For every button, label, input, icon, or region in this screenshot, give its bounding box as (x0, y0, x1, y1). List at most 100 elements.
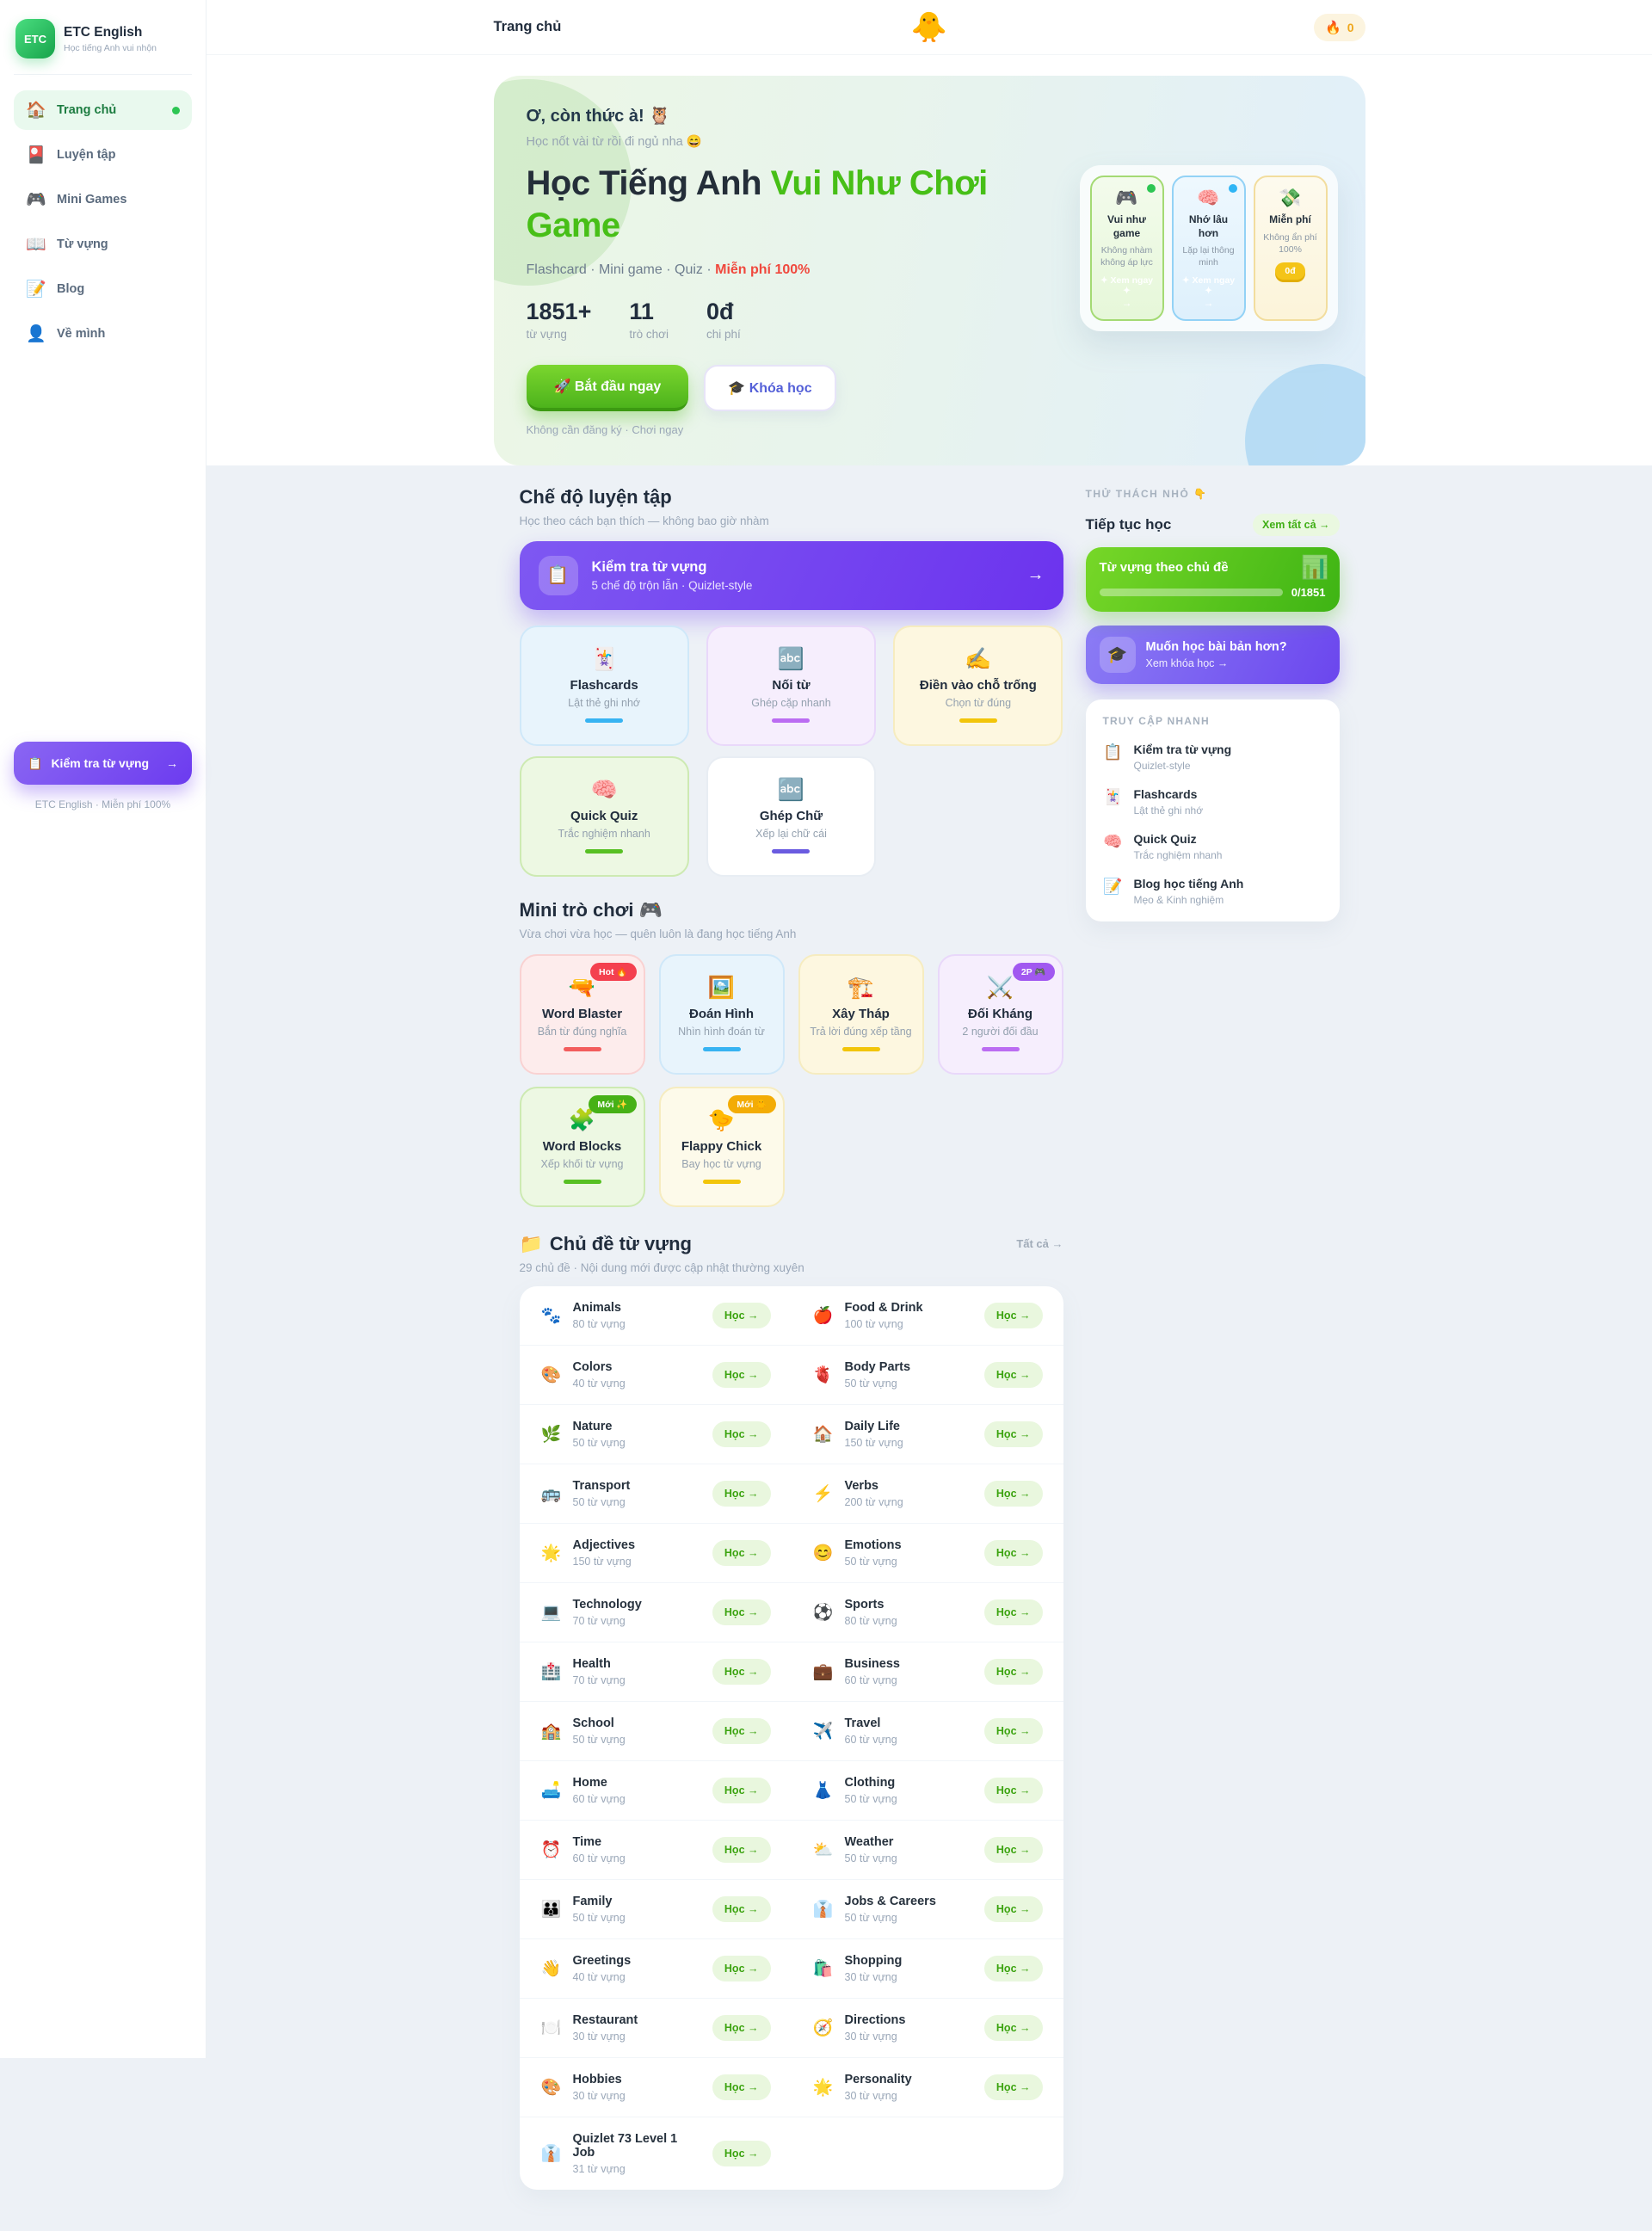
game-subtitle: Nhìn hình đoán từ (678, 1025, 765, 1038)
topic-name: Greetings (572, 1953, 632, 1968)
topic-row: ⏰ Time 60 từ vựng Học → (519, 1821, 792, 1880)
hero-title-dark: Học Tiếng Anh (526, 164, 771, 202)
practice-mode-card[interactable]: 🔤 Ghép Chữ Xếp lại chữ cái (706, 755, 877, 877)
practice-mode-card[interactable]: ✍️ Điền vào chỗ trống Chọn từ đúng (893, 625, 1063, 746)
progress-card[interactable]: Từ vựng theo chủ đề 📊 0/1851 (1085, 546, 1340, 612)
topic-icon: 👪 (540, 1900, 562, 1919)
topic-count: 60 từ vựng (572, 1852, 626, 1864)
learn-button[interactable]: Học → (983, 1658, 1043, 1685)
topic-icon: 🌟 (540, 1544, 562, 1562)
learn-button[interactable]: Học → (983, 1539, 1043, 1566)
nav-item-icon: 📝 (26, 280, 46, 299)
hero-stat: 0đ chi phí (706, 299, 741, 341)
hero-tagline: Flashcard · Mini game · Quiz · Miễn phí … (527, 262, 1060, 278)
challenge-eyebrow: THỬ THÁCH NHỎ 👇 (1085, 487, 1208, 500)
practice-mode-card[interactable]: 🔤 Nối từ Ghép cặp nhanh (706, 625, 877, 746)
learn-button[interactable]: Học → (712, 2140, 771, 2166)
sidebar-nav-item[interactable]: 🏠 Trang chủ (14, 90, 192, 130)
sidebar-nav-item[interactable]: 👤 Về mình (14, 314, 192, 354)
topic-icon: ⚽ (812, 1603, 834, 1622)
mini-game-card[interactable]: Hot 🔥 🔫 Word Blaster Bắn từ đúng nghĩa (519, 953, 645, 1075)
mini-game-card[interactable]: Mới 🐥 🐤 Flappy Chick Bay học từ vựng (658, 1086, 785, 1207)
learn-button[interactable]: Học → (712, 2014, 771, 2041)
topic-name: Business (844, 1656, 900, 1671)
topic-name: School (572, 1716, 614, 1730)
courses-button[interactable]: 🎓 Khóa học (704, 364, 836, 411)
learn-button[interactable]: Học → (983, 1421, 1043, 1447)
game-title: Đối Kháng (968, 1006, 1032, 1021)
streak-counter[interactable]: 🔥 0 (1314, 13, 1365, 41)
learn-button[interactable]: Học → (712, 1361, 771, 1388)
learn-button[interactable]: Học → (983, 1302, 1043, 1328)
quick-access-item[interactable]: 🧠 Quick Quiz Trắc nghiệm nhanh (1103, 832, 1322, 861)
course-promo-card[interactable]: 🎓 Muốn học bài bản hơn? Xem khóa học → (1085, 625, 1340, 684)
topic-name: Colors (572, 1359, 613, 1374)
arrow-right-icon: → (1026, 565, 1045, 585)
topic-name: Travel (844, 1716, 881, 1730)
learn-button[interactable]: Học → (712, 1955, 771, 1981)
topic-count: 50 từ vựng (844, 1792, 897, 1805)
topic-count: 150 từ vựng (572, 1555, 632, 1568)
clipboard-icon: 📋 (28, 755, 43, 770)
sidebar-vocab-test-button[interactable]: 📋 Kiểm tra từ vựng → (14, 742, 192, 785)
vocab-test-banner[interactable]: 📋 Kiểm tra từ vựng 5 chế độ trộn lẫn · Q… (519, 540, 1063, 610)
practice-mode-card[interactable]: 🃏 Flashcards Lật thẻ ghi nhớ (519, 625, 689, 746)
feature-subtitle: Không ẩn phí 100% (1263, 231, 1317, 255)
learn-button[interactable]: Học → (983, 1836, 1043, 1863)
quick-access-item[interactable]: 🃏 Flashcards Lật thẻ ghi nhớ (1103, 787, 1322, 817)
learn-button[interactable]: Học → (712, 1777, 771, 1803)
accent-bar (585, 718, 624, 723)
learn-button[interactable]: Học → (983, 1361, 1043, 1388)
topic-row: 🍽️ Restaurant 30 từ vựng Học → (519, 1999, 792, 2058)
learn-button[interactable]: Học → (983, 1955, 1043, 1981)
topic-icon: 👗 (812, 1781, 834, 1800)
learn-button[interactable]: Học → (712, 1836, 771, 1863)
practice-mode-card[interactable]: 🧠 Quick Quiz Trắc nghiệm nhanh (519, 755, 689, 877)
learn-button[interactable]: Học → (712, 1539, 771, 1566)
quick-access-item[interactable]: 📋 Kiểm tra từ vựng Quizlet-style (1103, 743, 1322, 772)
mini-game-card[interactable]: 🖼️ Đoán Hình Nhìn hình đoán từ (658, 953, 785, 1075)
sidebar-nav-item[interactable]: 📝 Blog (14, 269, 192, 309)
topic-count: 80 từ vựng (572, 1317, 626, 1330)
topics-see-all-link[interactable]: Tất cả → (1016, 1237, 1063, 1251)
learn-button[interactable]: Học → (712, 1658, 771, 1685)
mode-icon: ✍️ (965, 646, 992, 671)
learn-button[interactable]: Học → (712, 1717, 771, 1744)
quick-access-label: TRUY CẬP NHANH (1102, 714, 1210, 727)
hero-feature-card[interactable]: 💸 Miễn phí Không ẩn phí 100% 0đ (1253, 176, 1328, 321)
mini-game-card[interactable]: 2P 🎮 ⚔️ Đối Kháng 2 người đối đầu (937, 953, 1063, 1075)
start-now-button[interactable]: 🚀 Bắt đầu ngay (526, 364, 689, 411)
topic-count: 30 từ vựng (844, 2030, 897, 2043)
topic-row: 🍎 Food & Drink 100 từ vựng Học → (791, 1286, 1063, 1346)
mini-game-card[interactable]: 🏗️ Xây Tháp Trả lời đúng xếp tầng (798, 953, 924, 1075)
learn-button[interactable]: Học → (712, 2074, 771, 2100)
topic-count: 50 từ vựng (572, 1733, 626, 1746)
mini-game-card[interactable]: Mới ✨ 🧩 Word Blocks Xếp khối từ vựng (519, 1086, 645, 1207)
sidebar-cta-label: Kiểm tra từ vựng (51, 756, 150, 770)
topic-name: Animals (572, 1300, 621, 1315)
see-all-link[interactable]: Xem tất cả → (1252, 513, 1340, 536)
hero-tagline-text: Flashcard · Mini game · Quiz · (526, 262, 716, 277)
learn-button[interactable]: Học → (712, 1421, 771, 1447)
learn-button[interactable]: Học → (712, 1599, 771, 1625)
topbar: Trang chủ 🐥 🔥 0 (206, 0, 1652, 55)
learn-button[interactable]: Học → (983, 1777, 1043, 1803)
hero-feature-card[interactable]: 🎮 Vui như game Không nhàm không áp lực ✦… (1089, 176, 1164, 321)
sidebar-nav: 🏠 Trang chủ 🎴 Luyện tập 🎮 Mini Games (14, 90, 192, 354)
quick-access-item[interactable]: 📝 Blog học tiếng Anh Mẹo & Kinh nghiệm (1103, 877, 1322, 906)
learn-button[interactable]: Học → (983, 1599, 1043, 1625)
learn-button[interactable]: Học → (712, 1895, 771, 1922)
hero-feature-card[interactable]: 🧠 Nhớ lâu hơn Lặp lại thông minh ✦ Xem n… (1171, 176, 1246, 321)
learn-button[interactable]: Học → (983, 1480, 1043, 1507)
learn-button[interactable]: Học → (712, 1302, 771, 1328)
learn-button[interactable]: Học → (983, 2074, 1043, 2100)
sidebar-nav-item[interactable]: 🎮 Mini Games (14, 180, 192, 219)
page-title: Trang chủ (493, 19, 562, 34)
learn-button[interactable]: Học → (983, 2014, 1043, 2041)
learn-button[interactable]: Học → (983, 1895, 1043, 1922)
topic-icon: 🧭 (812, 2018, 834, 2037)
sidebar-nav-item[interactable]: 📖 Từ vựng (14, 225, 192, 264)
learn-button[interactable]: Học → (983, 1717, 1043, 1744)
sidebar-nav-item[interactable]: 🎴 Luyện tập (14, 135, 192, 175)
learn-button[interactable]: Học → (712, 1480, 771, 1507)
